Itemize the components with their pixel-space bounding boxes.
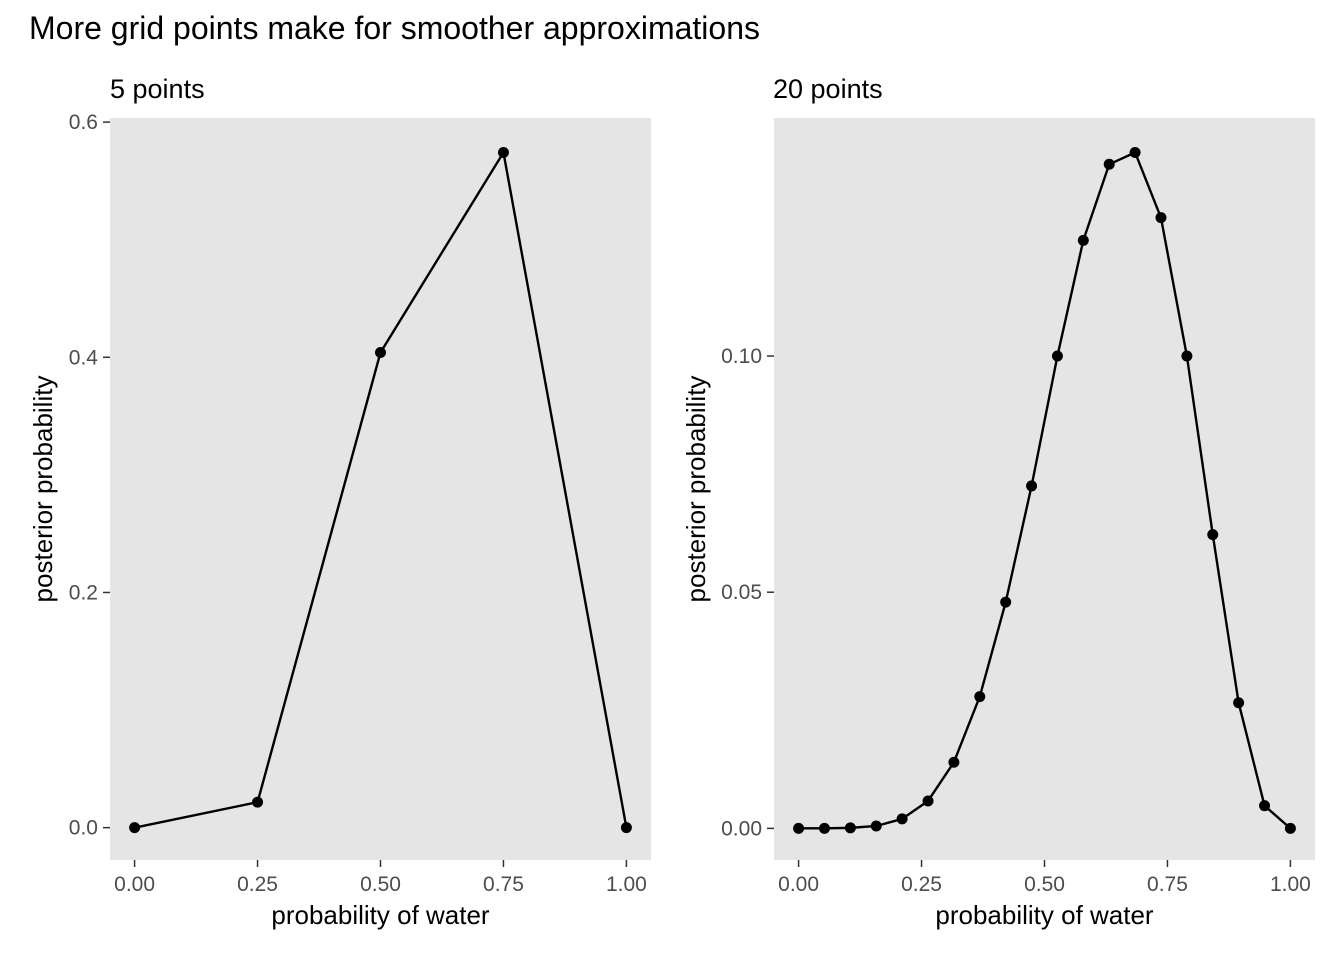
x-tick-label: 0.50	[1024, 873, 1065, 896]
data-point	[1000, 596, 1012, 608]
data-point	[818, 822, 830, 834]
data-point	[844, 822, 856, 834]
data-point	[129, 822, 141, 834]
data-point	[1129, 146, 1141, 158]
data-point	[948, 756, 960, 768]
x-tick-label: 0.00	[114, 873, 155, 896]
data-point	[1181, 350, 1193, 362]
data-point	[974, 691, 986, 703]
x-tick-label: 0.75	[1147, 873, 1188, 896]
x-tick-label: 1.00	[606, 873, 647, 896]
data-point	[1259, 800, 1271, 812]
data-point	[1077, 234, 1089, 246]
data-point	[1051, 350, 1063, 362]
x-tick-label: 0.25	[901, 873, 942, 896]
data-point	[375, 346, 386, 358]
panel-1: 5 points 0.00 0.25 0.50 0.75 1.00 0.0 0.2 0.4 0.6…	[28, 74, 651, 930]
panel-subtitle: 20 points	[773, 74, 883, 104]
data-point	[1026, 480, 1038, 492]
panel-background	[774, 118, 1315, 860]
x-tick-label: 0.75	[483, 873, 524, 896]
x-axis-label: probability of water	[935, 900, 1154, 930]
x-tick-label: 0.50	[360, 873, 401, 896]
data-point	[252, 796, 264, 808]
y-tick-label: 0.2	[69, 581, 98, 604]
data-point	[1155, 212, 1167, 224]
chart-title: More grid points make for smoother appro…	[29, 10, 760, 46]
x-tick-label: 1.00	[1270, 873, 1311, 896]
data-point	[870, 820, 882, 832]
y-tick-label: 0.4	[69, 346, 99, 369]
data-point	[1103, 158, 1115, 170]
data-point	[793, 822, 805, 834]
y-tick-label: 0.10	[721, 345, 762, 368]
data-point	[1207, 529, 1219, 541]
panel-2: 20 points 0.00 0.25 0.50 0.75 1.00 0.00 0.05 0.1…	[681, 74, 1315, 930]
x-axis-label: probability of water	[271, 900, 490, 930]
data-point	[1284, 822, 1296, 834]
y-axis-label: posterior probability	[681, 376, 711, 603]
y-tick-label: 0.0	[69, 817, 98, 840]
y-tick-label: 0.6	[69, 111, 98, 134]
y-tick-label: 0.00	[721, 817, 762, 840]
data-point	[497, 146, 509, 158]
panel-subtitle: 5 points	[110, 74, 205, 104]
x-tick-label: 0.00	[778, 873, 819, 896]
y-tick-label: 0.05	[721, 581, 762, 604]
x-tick-label: 0.25	[237, 873, 278, 896]
data-point	[922, 795, 934, 807]
data-point	[1233, 697, 1245, 709]
panel-background	[110, 118, 651, 860]
y-axis-label: posterior probability	[28, 376, 58, 603]
data-point	[620, 822, 632, 834]
data-point	[896, 813, 908, 825]
